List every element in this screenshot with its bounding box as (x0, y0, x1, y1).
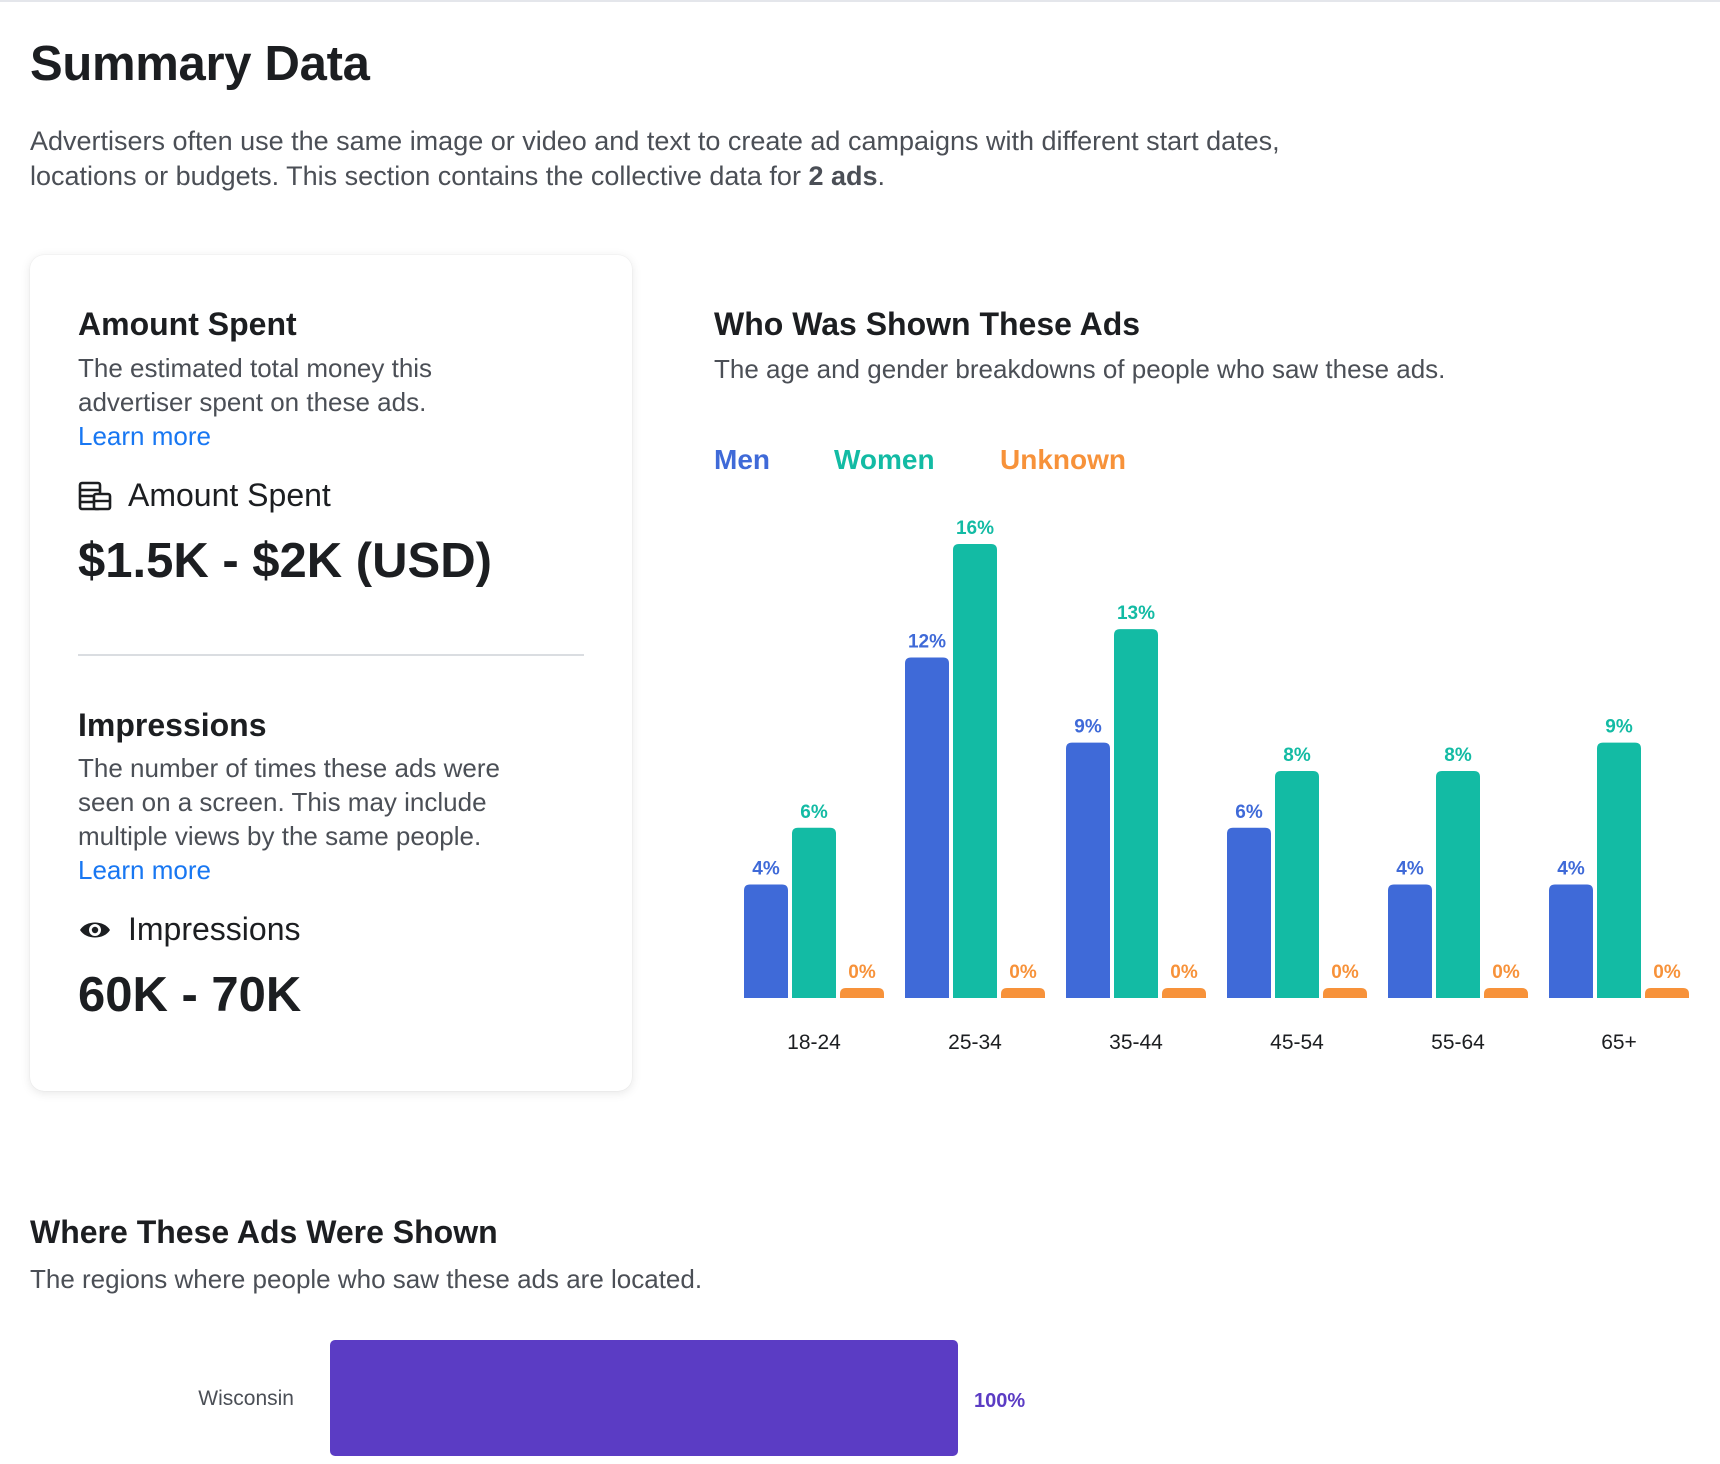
audience-title: Who Was Shown These Ads (714, 306, 1141, 342)
bar-unknown-65+ (1645, 988, 1689, 998)
top-divider (0, 0, 1720, 2)
data-label-men-45-54: 6% (1235, 802, 1263, 823)
bar-men-35-44 (1066, 742, 1110, 998)
tick-label-25-34: 25-34 (948, 1031, 1002, 1054)
data-label-men-25-34: 12% (908, 632, 946, 653)
page-title: Summary Data (30, 37, 370, 91)
bar-women-45-54 (1275, 771, 1319, 998)
tick-label-45-54: 45-54 (1270, 1031, 1324, 1054)
intro-text: Advertisers often use the same image or … (30, 126, 1280, 191)
bar-men-25-34 (905, 657, 949, 998)
region-value-wisconsin: 100% (974, 1390, 1025, 1412)
eye-icon (80, 922, 110, 937)
bar-women-25-34 (953, 544, 997, 998)
data-label-women-55-64: 8% (1444, 745, 1472, 766)
legend-unknown: Unknown (1000, 444, 1126, 475)
region-label-wisconsin: Wisconsin (198, 1387, 294, 1410)
impressions-value: 60K - 70K (78, 968, 302, 1022)
bar-unknown-55-64 (1484, 988, 1528, 998)
bar-unknown-35-44 (1162, 988, 1206, 998)
data-label-men-55-64: 4% (1396, 859, 1424, 880)
data-label-men-65+: 4% (1557, 859, 1585, 880)
bar-women-18-24 (792, 827, 836, 998)
money-stack-icon (78, 481, 112, 510)
legend-men: Men (714, 444, 770, 475)
data-label-unknown-35-44: 0% (1170, 962, 1198, 983)
region-chart: Wisconsin 100% (198, 1340, 1025, 1456)
bar-women-65+ (1597, 742, 1641, 998)
bar-women-35-44 (1114, 629, 1158, 998)
card-divider (78, 654, 584, 656)
impressions-label: Impressions (128, 911, 301, 947)
bar-men-65+ (1549, 884, 1593, 998)
bar-men-45-54 (1227, 827, 1271, 998)
tick-label-35-44: 35-44 (1109, 1031, 1163, 1054)
data-label-unknown-25-34: 0% (1009, 962, 1037, 983)
tick-label-18-24: 18-24 (787, 1031, 841, 1054)
tick-label-55-64: 55-64 (1431, 1031, 1485, 1054)
impressions-learn-more-link[interactable]: Learn more (78, 855, 211, 885)
data-label-women-18-24: 6% (800, 802, 828, 823)
data-label-men-18-24: 4% (752, 859, 780, 880)
age-gender-chart: 4% 6% 0% 18-24 12% 16% 0% 25-34 9% 13% 0% 35-44 6% 8%… (744, 518, 1689, 1054)
audience-subtitle: The age and gender breakdowns of people … (714, 354, 1446, 384)
amount-spent-value: $1.5K - $2K (USD) (78, 534, 492, 588)
data-label-women-65+: 9% (1605, 717, 1633, 738)
legend-women: Women (834, 444, 935, 475)
tick-label-65+: 65+ (1601, 1031, 1637, 1054)
impressions-heading: Impressions (78, 707, 267, 743)
data-label-unknown-18-24: 0% (848, 962, 876, 983)
data-label-men-35-44: 9% (1074, 717, 1102, 738)
data-label-women-45-54: 8% (1283, 745, 1311, 766)
amount-spent-row: Amount Spent (78, 477, 331, 514)
amount-spent-heading: Amount Spent (78, 306, 297, 342)
bar-men-55-64 (1388, 884, 1432, 998)
data-label-unknown-55-64: 0% (1492, 962, 1520, 983)
amount-spent-label: Amount Spent (128, 477, 331, 513)
region-bar-wisconsin (330, 1340, 958, 1456)
bar-unknown-18-24 (840, 988, 884, 998)
summary-card: Amount Spent The estimated total money t… (30, 255, 632, 1091)
data-label-women-35-44: 13% (1117, 603, 1155, 624)
ad-count: 2 ads (808, 161, 878, 191)
where-subtitle: The regions where people who saw these a… (30, 1264, 703, 1294)
data-label-women-25-34: 16% (956, 518, 994, 539)
data-label-unknown-45-54: 0% (1331, 962, 1359, 983)
impressions-description: The number of times these ads were seen … (78, 751, 548, 887)
amount-spent-learn-more-link[interactable]: Learn more (78, 421, 211, 451)
bar-unknown-45-54 (1323, 988, 1367, 998)
bar-men-18-24 (744, 884, 788, 998)
impressions-row: Impressions (78, 911, 301, 948)
data-label-unknown-65+: 0% (1653, 962, 1681, 983)
amount-spent-description: The estimated total money this advertise… (78, 351, 548, 453)
where-title: Where These Ads Were Shown (30, 1214, 498, 1250)
bar-women-55-64 (1436, 771, 1480, 998)
bar-unknown-25-34 (1001, 988, 1045, 998)
